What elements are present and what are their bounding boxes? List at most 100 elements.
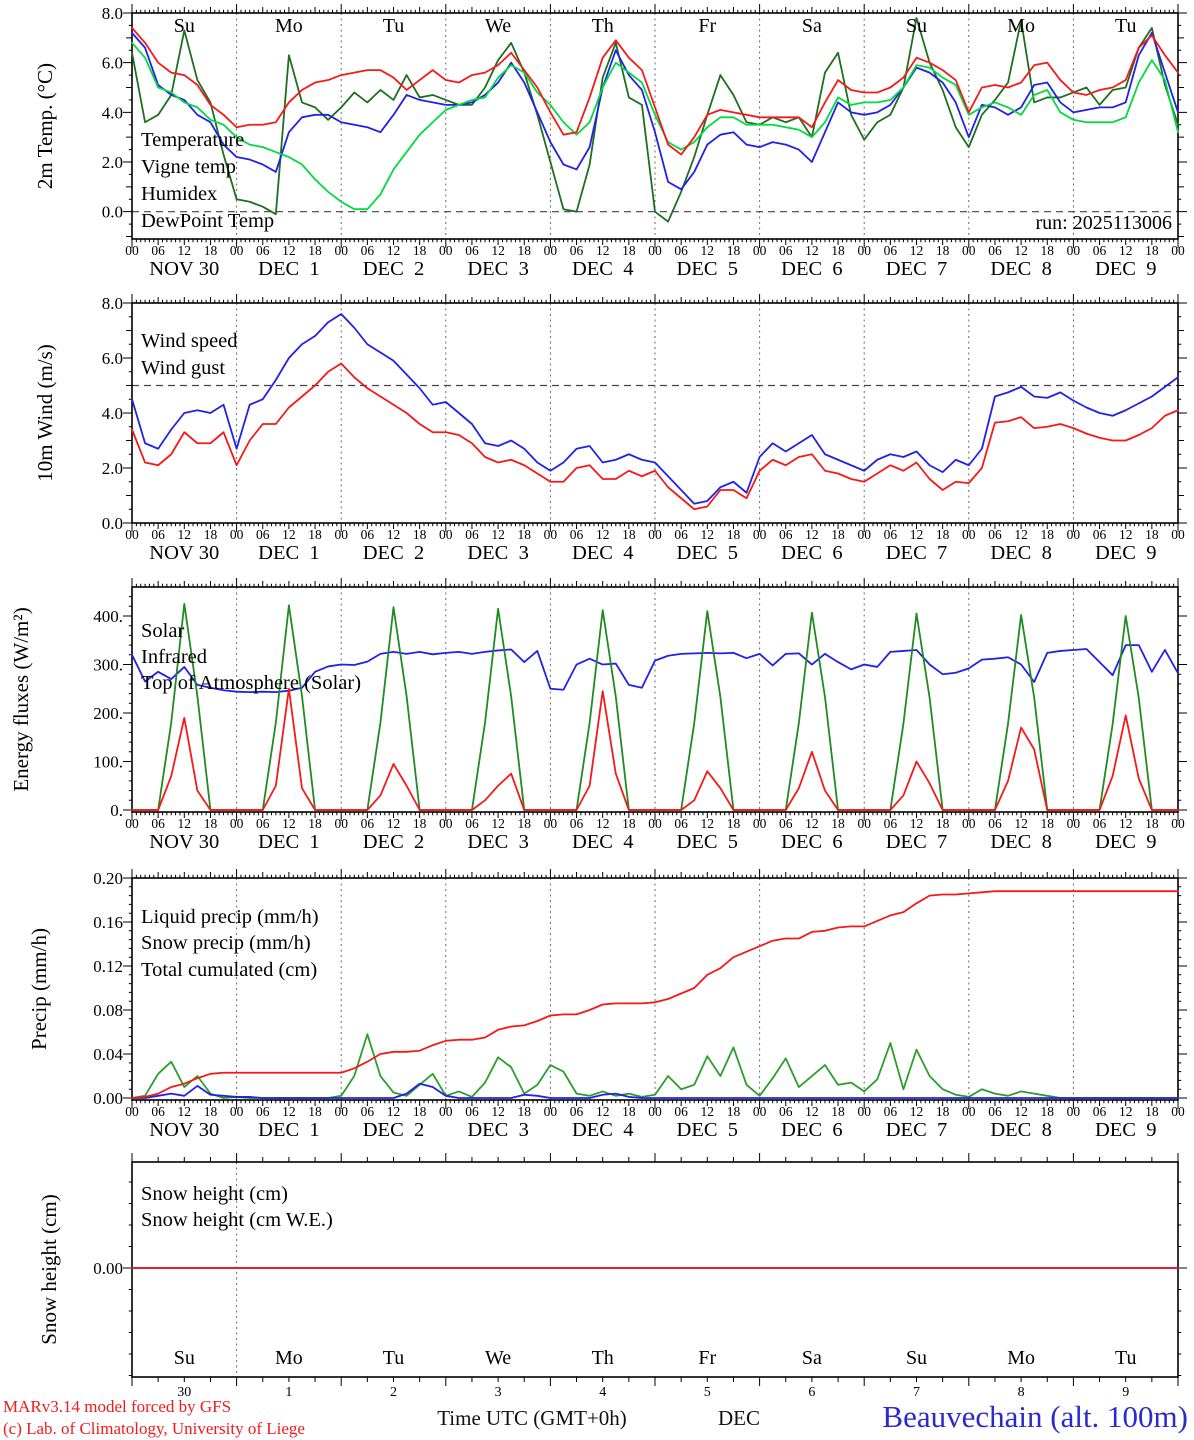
hour-label: 18 [308, 1104, 322, 1119]
hour-label: 00 [962, 1104, 976, 1119]
legend-precip-0: Liquid precip (mm/h) [141, 906, 319, 928]
hour-label: 12 [387, 243, 401, 258]
day-name-label: Su [174, 1347, 195, 1369]
day-date-label: DEC 2 [363, 258, 425, 280]
hour-label: 12 [491, 243, 505, 258]
y-ticks [123, 596, 1187, 811]
series-humidex [131, 31, 1179, 191]
hour-label: 00 [857, 243, 871, 258]
hour-label: 06 [884, 816, 898, 831]
series-vigne-temp [131, 17, 1179, 223]
hour-label: 18 [622, 1104, 636, 1119]
day-name-label: Fr [698, 1347, 716, 1369]
day-name-label: Fr [698, 15, 716, 37]
day-date-label: DEC 6 [781, 1119, 843, 1141]
hour-label: 12 [1014, 816, 1028, 831]
hour-label: 18 [831, 243, 845, 258]
hour-label: 06 [465, 527, 479, 542]
legend-snow-0: Snow height (cm) [141, 1183, 288, 1205]
hour-label: 06 [988, 1104, 1002, 1119]
hour-label: 18 [1145, 816, 1159, 831]
hour-label: 18 [936, 527, 950, 542]
day-date-label: DEC 7 [886, 831, 948, 853]
hour-label: 06 [570, 527, 584, 542]
legend-snow-1: Snow height (cm W.E.) [141, 1209, 333, 1231]
hour-label: 12 [178, 527, 192, 542]
y-tick-label: 2.0 [102, 459, 123, 478]
hour-label: 18 [308, 243, 322, 258]
hour-label: 12 [910, 527, 924, 542]
day-date-label: DEC 2 [363, 1119, 425, 1141]
hour-label: 00 [1067, 1104, 1081, 1119]
y-ticks [123, 1181, 1187, 1376]
hour-label: 18 [413, 243, 427, 258]
hour-label: 12 [701, 816, 715, 831]
y-ticks [123, 12, 1187, 238]
hour-label: 18 [1041, 243, 1055, 258]
run-label: run: 2025113006 [1036, 212, 1172, 234]
y-tick-label: 0.16 [93, 913, 123, 932]
panel-snow: 0.00 Snow height (cm) Snow height (cm) Snow… [37, 1153, 1187, 1400]
hour-label: 06 [674, 243, 688, 258]
panel-flux: 0. 100. 200. 300. 400. Energy fluxes (W/m²) So… [9, 578, 1187, 853]
y-tick-label: 0.00 [93, 1259, 123, 1278]
day-name-label: Tu [1115, 1347, 1137, 1369]
hour-label: 18 [518, 1104, 532, 1119]
day-date-label: DEC 9 [1095, 831, 1157, 853]
hour-label: 00 [334, 527, 348, 542]
hour-label: 18 [727, 527, 741, 542]
day-name-label: Mo [275, 1347, 303, 1369]
day-name-label: Su [906, 15, 927, 37]
hour-label: 12 [491, 816, 505, 831]
hour-label: 06 [465, 816, 479, 831]
day-date-label: DEC 3 [467, 258, 529, 280]
hour-label: 18 [936, 816, 950, 831]
x-ticks [131, 869, 1179, 1109]
hour-label: 18 [1145, 243, 1159, 258]
day-name-label: Sa [802, 1347, 822, 1369]
hour-label: 12 [282, 816, 296, 831]
day-date-label: DEC 2 [363, 542, 425, 564]
hour-label: 06 [570, 1104, 584, 1119]
day-date-label: DEC 4 [572, 258, 634, 280]
hour-label: 00 [1067, 816, 1081, 831]
hour-label: 00 [230, 1104, 244, 1119]
y-tick-label: 6.0 [102, 349, 123, 368]
day-number-label: 1 [285, 1385, 292, 1400]
y-tick-label: 2.0 [102, 153, 123, 172]
y-tick-label: 8.0 [102, 4, 123, 23]
hour-label: 18 [518, 243, 532, 258]
hour-label: 06 [674, 1104, 688, 1119]
hour-label: 06 [465, 243, 479, 258]
day-name-label: Su [906, 1347, 927, 1369]
day-number-label: 5 [704, 1385, 711, 1400]
hour-label: 12 [387, 1104, 401, 1119]
hour-label: 18 [727, 1104, 741, 1119]
hour-label: 12 [596, 816, 610, 831]
hour-label: 18 [518, 816, 532, 831]
hour-label: 12 [387, 527, 401, 542]
y-tick-label: 0.04 [93, 1045, 123, 1064]
hour-label: 18 [1041, 1104, 1055, 1119]
x-ticks [131, 294, 1179, 532]
y-tick-label: 8.0 [102, 294, 123, 313]
hour-label: 06 [1093, 1104, 1107, 1119]
day-date-label: DEC 7 [886, 542, 948, 564]
day-number-label: 4 [599, 1385, 606, 1400]
hour-label: 06 [1093, 816, 1107, 831]
hour-label: 00 [439, 1104, 453, 1119]
hour-label: 00 [1171, 816, 1185, 831]
hour-label: 12 [805, 1104, 819, 1119]
y-tick-label: 0.0 [102, 203, 123, 222]
footer-model-credit: MARv3.14 model forced by GFS (c) Lab. of… [3, 1396, 305, 1440]
hour-label: 12 [596, 1104, 610, 1119]
hour-label: 18 [936, 1104, 950, 1119]
hour-label: 12 [805, 816, 819, 831]
hour-label: 12 [910, 243, 924, 258]
hour-label: 12 [805, 243, 819, 258]
station-label: Beauvechain (alt. 100m) [882, 1399, 1188, 1434]
month-label: DEC [718, 1406, 760, 1430]
hour-label: 06 [884, 1104, 898, 1119]
y-axis-title: 10m Wind (m/s) [33, 344, 57, 482]
hour-label: 06 [779, 1104, 793, 1119]
